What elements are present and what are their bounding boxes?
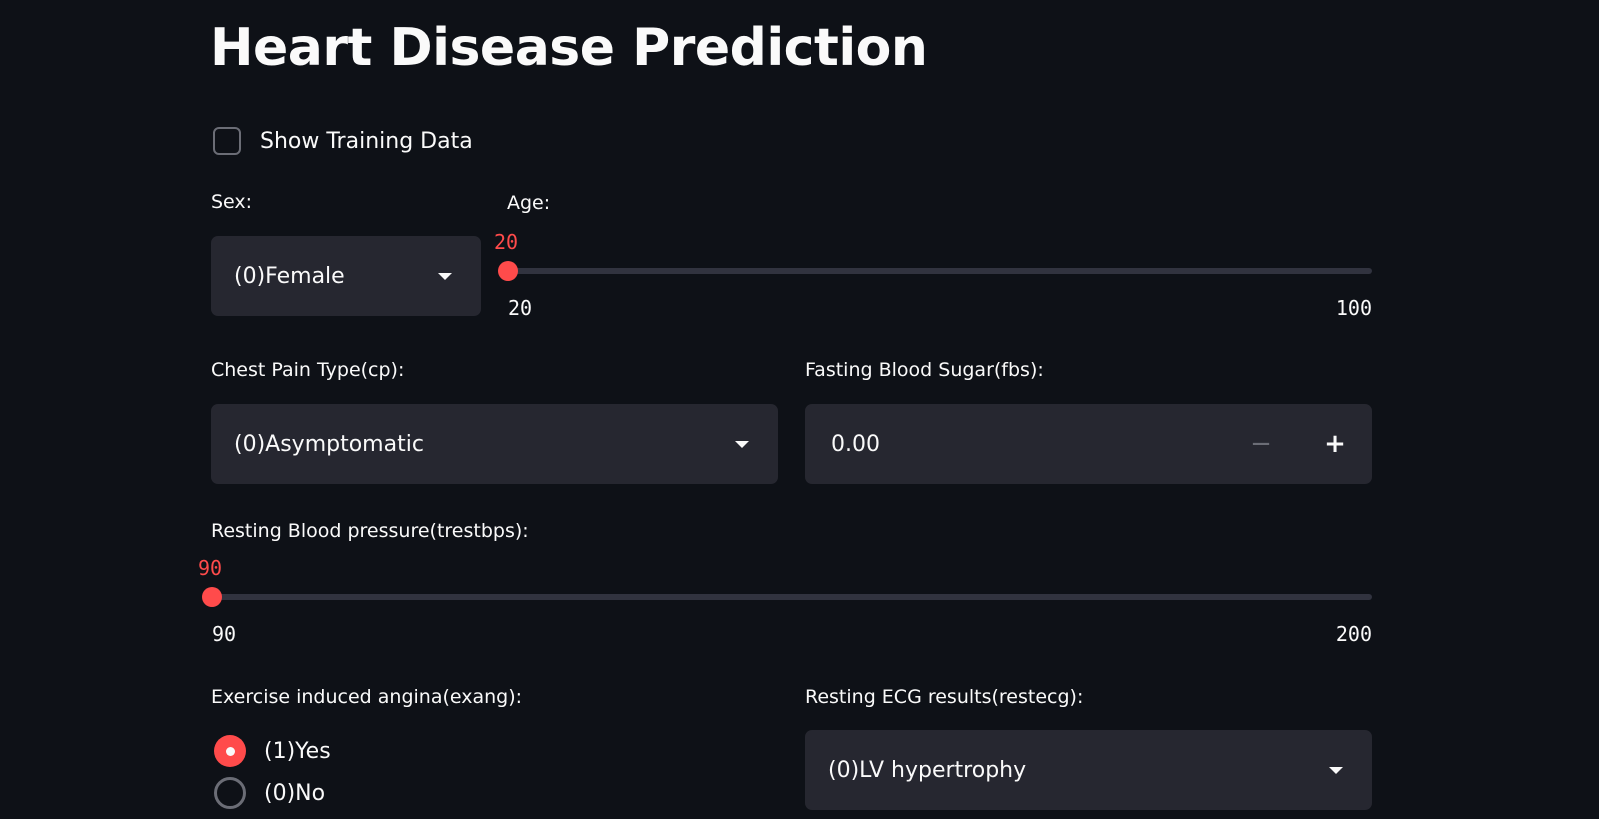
- sex-select[interactable]: (0)Female: [211, 236, 481, 316]
- decrement-button[interactable]: −: [1250, 429, 1272, 459]
- restecg-select-value: (0)LV hypertrophy: [828, 757, 1027, 783]
- radio-unselected-icon[interactable]: [214, 777, 246, 809]
- sex-label: Sex:: [211, 191, 253, 213]
- radio-label: (1)Yes: [264, 738, 331, 764]
- page-title: Heart Disease Prediction: [210, 18, 928, 78]
- exang-option-no[interactable]: (0)No: [214, 777, 325, 809]
- show-training-data-checkbox[interactable]: Show Training Data: [213, 124, 473, 158]
- age-slider-max: 100: [1335, 296, 1372, 320]
- trestbps-slider-thumb[interactable]: [202, 587, 222, 607]
- fbs-number-input: 0.00 − +: [805, 404, 1372, 484]
- chevron-down-icon: [735, 440, 749, 448]
- age-slider-current-value: 20: [494, 230, 519, 254]
- restecg-label: Resting ECG results(restecg):: [805, 686, 1084, 708]
- trestbps-slider-track[interactable]: [211, 594, 1372, 600]
- trestbps-slider-max: 200: [1335, 622, 1372, 646]
- sex-select-value: (0)Female: [234, 263, 345, 289]
- checkbox-label: Show Training Data: [260, 128, 473, 154]
- chevron-down-icon: [1329, 766, 1343, 774]
- trestbps-slider-current-value: 90: [198, 556, 223, 580]
- age-slider-thumb[interactable]: [498, 261, 518, 281]
- increment-button[interactable]: +: [1324, 429, 1346, 459]
- radio-label: (0)No: [264, 780, 326, 806]
- chevron-down-icon: [438, 272, 452, 280]
- cp-select-value: (0)Asymptomatic: [234, 431, 424, 457]
- restecg-select[interactable]: (0)LV hypertrophy: [805, 730, 1372, 810]
- age-slider[interactable]: 20 20 100: [494, 230, 1372, 320]
- checkbox-icon[interactable]: [213, 127, 241, 155]
- trestbps-slider[interactable]: 90 90 200: [198, 556, 1372, 646]
- radio-selected-icon[interactable]: [214, 735, 246, 767]
- age-slider-min: 20: [508, 296, 533, 320]
- age-label: Age:: [507, 192, 551, 214]
- cp-label: Chest Pain Type(cp):: [211, 359, 405, 381]
- fbs-label: Fasting Blood Sugar(fbs):: [805, 359, 1044, 381]
- fbs-input-value[interactable]: 0.00: [831, 431, 880, 457]
- exang-label: Exercise induced angina(exang):: [211, 686, 523, 708]
- trestbps-label: Resting Blood pressure(trestbps):: [211, 520, 529, 542]
- age-slider-track[interactable]: [507, 268, 1372, 274]
- trestbps-slider-min: 90: [212, 622, 237, 646]
- cp-select[interactable]: (0)Asymptomatic: [211, 404, 778, 484]
- exang-option-yes[interactable]: (1)Yes: [214, 735, 331, 767]
